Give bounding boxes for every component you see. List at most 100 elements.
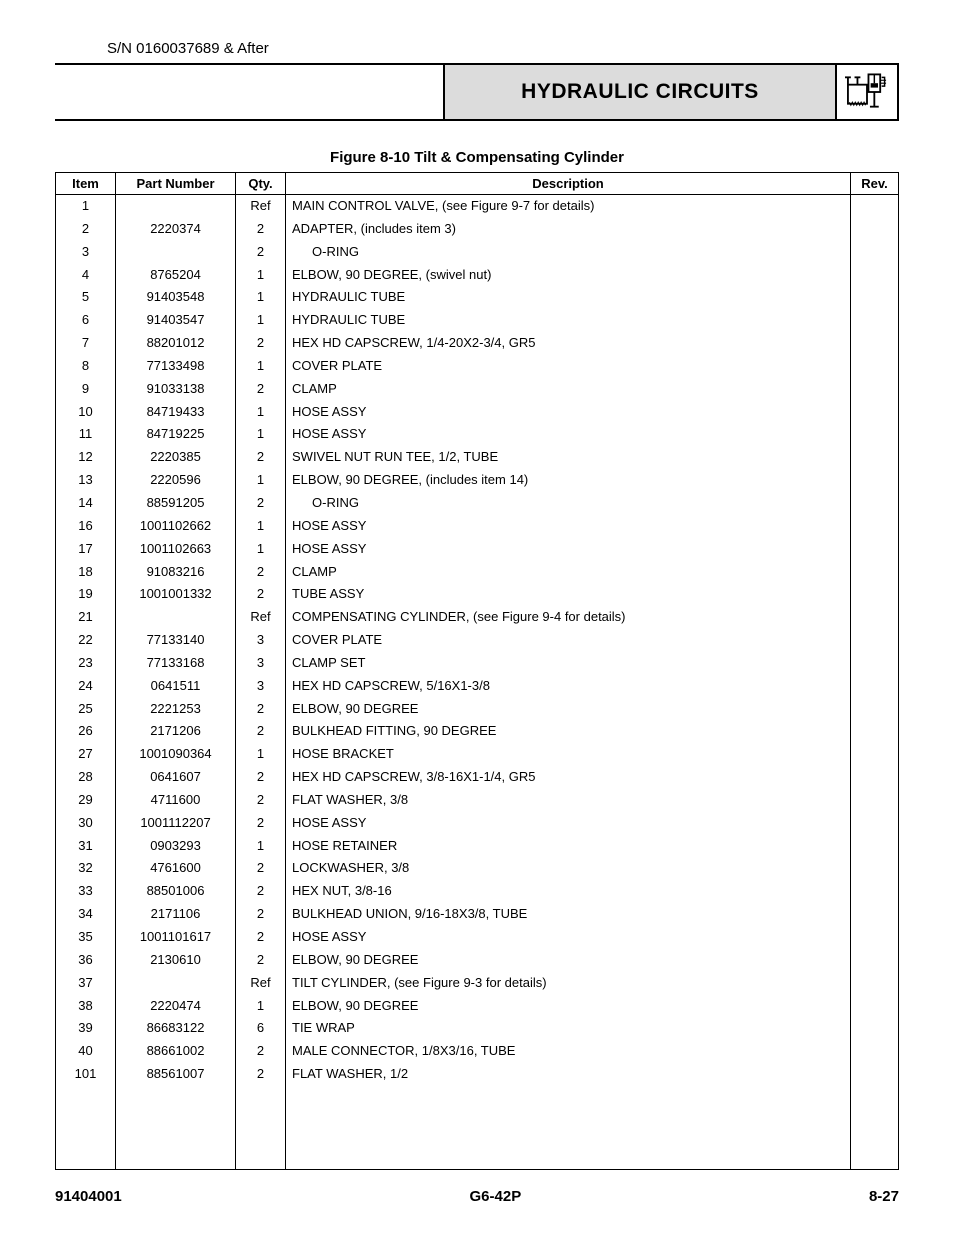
cell-item: 1 — [56, 195, 116, 218]
cell-qty: 2 — [236, 561, 286, 584]
cell-part — [116, 606, 236, 629]
table-row: 2522212532ELBOW, 90 DEGREE — [56, 698, 899, 721]
cell-part: 77133498 — [116, 355, 236, 378]
cell-qty: 2 — [236, 949, 286, 972]
cell-item: 37 — [56, 972, 116, 995]
table-row: 18910832162CLAMP — [56, 561, 899, 584]
cell-rev — [851, 218, 899, 241]
footer-doc-number: 91404001 — [55, 1188, 122, 1205]
table-row: 487652041ELBOW, 90 DEGREE, (swivel nut) — [56, 264, 899, 287]
cell-desc: MALE CONNECTOR, 1/8X3/16, TUBE — [286, 1040, 851, 1063]
col-header-item: Item — [56, 173, 116, 195]
cell-desc: HEX HD CAPSCREW, 5/16X1-3/8 — [286, 675, 851, 698]
cell-part: 1001101617 — [116, 926, 236, 949]
cell-item: 6 — [56, 309, 116, 332]
cell-qty: 1 — [236, 469, 286, 492]
cell-rev — [851, 378, 899, 401]
hydraulic-icon — [835, 63, 899, 121]
cell-desc: ELBOW, 90 DEGREE — [286, 995, 851, 1018]
cell-qty: 1 — [236, 401, 286, 424]
table-row: 101885610072FLAT WASHER, 1/2 — [56, 1063, 899, 1086]
cell-item: 32 — [56, 857, 116, 880]
cell-part: 1001102662 — [116, 515, 236, 538]
cell-desc: HOSE BRACKET — [286, 743, 851, 766]
cell-rev — [851, 469, 899, 492]
table-row: 14885912052O-RING — [56, 492, 899, 515]
cell-part: 88561007 — [116, 1063, 236, 1086]
header-spacer — [55, 63, 443, 121]
cell-item: 39 — [56, 1017, 116, 1040]
cell-desc: COVER PLATE — [286, 355, 851, 378]
cell-desc: FLAT WASHER, 3/8 — [286, 789, 851, 812]
table-row: 5914035481HYDRAULIC TUBE — [56, 286, 899, 309]
cell-rev — [851, 561, 899, 584]
cell-qty: 2 — [236, 446, 286, 469]
cell-part: 84719433 — [116, 401, 236, 424]
cell-qty: 2 — [236, 241, 286, 264]
cell-part: 0903293 — [116, 835, 236, 858]
cell-item: 31 — [56, 835, 116, 858]
cell-part: 2220385 — [116, 446, 236, 469]
cell-qty: 3 — [236, 652, 286, 675]
cell-part: 88661002 — [116, 1040, 236, 1063]
cell-desc: HYDRAULIC TUBE — [286, 286, 851, 309]
cell-qty: 2 — [236, 766, 286, 789]
cell-desc: O-RING — [286, 241, 851, 264]
cell-part: 1001102663 — [116, 538, 236, 561]
cell-item: 2 — [56, 218, 116, 241]
cell-desc: SWIVEL NUT RUN TEE, 1/2, TUBE — [286, 446, 851, 469]
cell-desc: HYDRAULIC TUBE — [286, 309, 851, 332]
cell-desc: HOSE ASSY — [286, 515, 851, 538]
table-row: 33885010062HEX NUT, 3/8-16 — [56, 880, 899, 903]
cell-qty: 2 — [236, 857, 286, 880]
cell-item: 19 — [56, 583, 116, 606]
cell-part: 2220474 — [116, 995, 236, 1018]
cell-qty: 2 — [236, 492, 286, 515]
cell-item: 17 — [56, 538, 116, 561]
cell-item: 5 — [56, 286, 116, 309]
cell-item: 36 — [56, 949, 116, 972]
cell-qty: 2 — [236, 583, 286, 606]
cell-qty: 6 — [236, 1017, 286, 1040]
cell-item: 3 — [56, 241, 116, 264]
table-row: 3247616002LOCKWASHER, 3/8 — [56, 857, 899, 880]
cell-item: 8 — [56, 355, 116, 378]
cell-desc: HOSE RETAINER — [286, 835, 851, 858]
cell-rev — [851, 926, 899, 949]
table-row: 11847192251HOSE ASSY — [56, 423, 899, 446]
cell-qty: 1 — [236, 355, 286, 378]
table-row: 3421711062BULKHEAD UNION, 9/16-18X3/8, T… — [56, 903, 899, 926]
cell-part: 88501006 — [116, 880, 236, 903]
cell-rev — [851, 423, 899, 446]
table-empty-space — [55, 1086, 899, 1169]
figure-caption: Figure 8-10 Tilt & Compensating Cylinder — [55, 149, 899, 166]
cell-part — [116, 195, 236, 218]
cell-part: 2130610 — [116, 949, 236, 972]
cell-part: 8765204 — [116, 264, 236, 287]
cell-qty: 3 — [236, 675, 286, 698]
cell-desc: ELBOW, 90 DEGREE — [286, 698, 851, 721]
cell-desc: CLAMP — [286, 378, 851, 401]
cell-desc: FLAT WASHER, 1/2 — [286, 1063, 851, 1086]
cell-rev — [851, 286, 899, 309]
table-row: 2406415113HEX HD CAPSCREW, 5/16X1-3/8 — [56, 675, 899, 698]
table-row: 1322205961ELBOW, 90 DEGREE, (includes it… — [56, 469, 899, 492]
cell-item: 13 — [56, 469, 116, 492]
cell-part: 0641511 — [116, 675, 236, 698]
cell-part: 2221253 — [116, 698, 236, 721]
cell-qty: 2 — [236, 332, 286, 355]
cell-item: 18 — [56, 561, 116, 584]
table-row: 222203742ADAPTER, (includes item 3) — [56, 218, 899, 241]
cell-rev — [851, 789, 899, 812]
cell-desc: CLAMP SET — [286, 652, 851, 675]
cell-rev — [851, 309, 899, 332]
cell-part: 2171106 — [116, 903, 236, 926]
cell-qty: 1 — [236, 423, 286, 446]
page-footer: 91404001 G6-42P 8-27 — [55, 1188, 899, 1205]
cell-rev — [851, 835, 899, 858]
cell-rev — [851, 995, 899, 1018]
cell-item: 10 — [56, 401, 116, 424]
table-row: 23771331683CLAMP SET — [56, 652, 899, 675]
cell-part: 2220596 — [116, 469, 236, 492]
cell-qty: 2 — [236, 218, 286, 241]
